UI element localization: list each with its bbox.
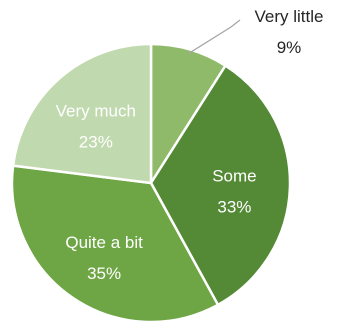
pie-slice-very-much bbox=[11, 42, 153, 185]
pie-labels: Very little 9% Some 33% Quite a bit 35% Very m… bbox=[56, 7, 324, 283]
slice-label-very-much: Very much bbox=[56, 101, 136, 120]
slice-label-some: Some bbox=[212, 167, 256, 186]
slice-percent-very-little: 9% bbox=[277, 38, 302, 57]
slice-percent-quite-a-bit: 35% bbox=[87, 264, 121, 283]
slice-percent-very-much: 23% bbox=[79, 132, 113, 151]
pie-slice-very-little bbox=[149, 42, 227, 185]
slice-percent-some: 33% bbox=[217, 198, 251, 217]
pie-slice-quite-a-bit bbox=[10, 164, 220, 324]
leader-line-very-little bbox=[188, 19, 241, 54]
pie-slices bbox=[10, 42, 292, 324]
slice-label-quite-a-bit: Quite a bit bbox=[65, 233, 143, 252]
slice-label-very-little: Very little bbox=[255, 7, 324, 26]
